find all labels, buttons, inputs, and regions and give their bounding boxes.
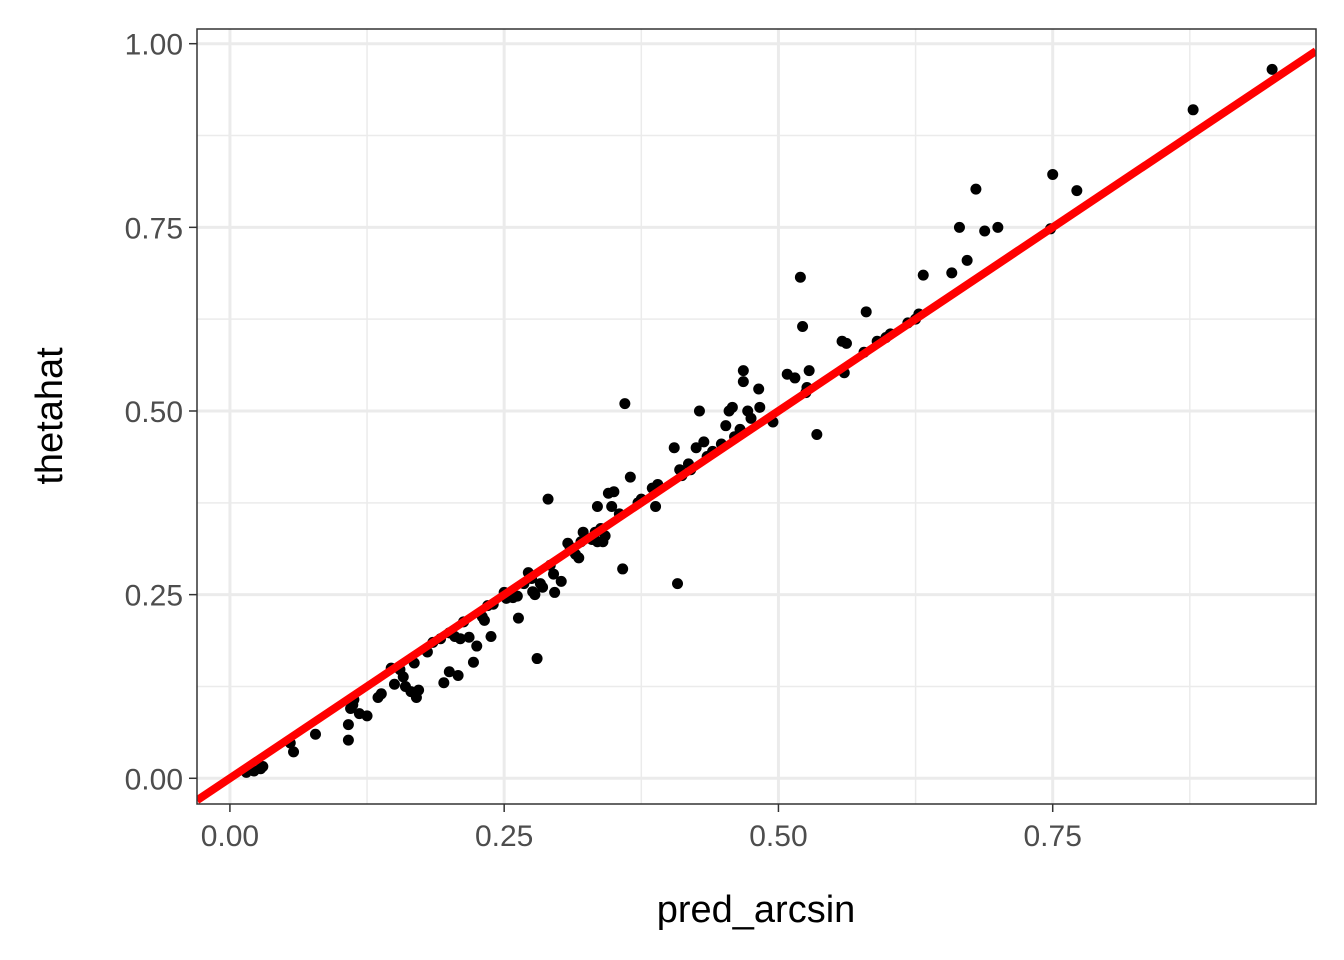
- data-point: [577, 526, 589, 538]
- y-tick-label: 0.00: [125, 763, 183, 796]
- data-point: [840, 337, 852, 349]
- data-point: [1266, 63, 1278, 75]
- data-point: [573, 552, 585, 564]
- data-point: [753, 383, 765, 395]
- data-point: [309, 728, 321, 740]
- data-point: [789, 372, 801, 384]
- data-point: [803, 365, 815, 377]
- x-tick-label: 0.00: [201, 820, 259, 853]
- data-point: [650, 500, 662, 512]
- panel-border: [196, 28, 1317, 805]
- data-point: [467, 656, 479, 668]
- data-point: [342, 719, 354, 731]
- data-point: [672, 578, 684, 590]
- data-point: [619, 398, 631, 410]
- x-tick-label: 0.25: [475, 820, 533, 853]
- data-point: [754, 401, 766, 413]
- data-point: [1187, 104, 1199, 116]
- data-point: [452, 669, 464, 681]
- data-point: [946, 267, 958, 279]
- data-point: [549, 586, 561, 598]
- data-point: [471, 640, 483, 652]
- data-point: [992, 221, 1004, 233]
- data-point: [485, 631, 497, 643]
- data-point: [529, 589, 541, 601]
- data-point: [979, 225, 991, 237]
- data-point: [342, 734, 354, 746]
- data-point: [555, 575, 567, 587]
- x-tick-label: 0.75: [1024, 820, 1082, 853]
- data-point: [860, 306, 872, 318]
- data-point: [591, 500, 603, 512]
- data-point: [375, 688, 387, 700]
- data-point: [953, 221, 965, 233]
- data-point: [478, 614, 490, 626]
- data-point: [454, 633, 466, 645]
- minor-grid: [197, 29, 1316, 804]
- y-tick-label: 0.75: [125, 212, 183, 245]
- data-point: [617, 563, 629, 575]
- x-axis-title: pred_arcsin: [657, 889, 856, 931]
- data-point: [668, 442, 680, 454]
- data-point: [794, 271, 806, 283]
- data-point: [917, 269, 929, 281]
- data-point: [288, 746, 300, 758]
- x-tick-label: 0.50: [749, 820, 807, 853]
- data-point: [726, 401, 738, 413]
- data-point: [463, 631, 475, 643]
- data-point: [397, 671, 409, 683]
- data-point: [537, 581, 549, 593]
- data-point: [388, 678, 400, 690]
- data-point: [811, 428, 823, 440]
- data-point: [542, 493, 554, 505]
- data-point: [512, 612, 524, 624]
- data-point: [745, 412, 757, 424]
- y-axis-ticks: 0.00 0.25 0.50 0.75 1.00: [125, 29, 197, 796]
- data-point: [443, 666, 455, 678]
- y-tick-label: 0.50: [125, 396, 183, 429]
- y-axis-title: thetahat: [29, 347, 71, 485]
- data-point: [698, 436, 710, 448]
- data-point: [1047, 168, 1059, 180]
- data-point: [606, 500, 618, 512]
- data-point: [531, 653, 543, 665]
- data-point: [413, 684, 425, 696]
- data-point: [961, 254, 973, 266]
- y-tick-label: 0.25: [125, 580, 183, 613]
- y-tick-label: 1.00: [125, 29, 183, 62]
- data-point: [737, 376, 749, 388]
- data-point: [797, 321, 809, 333]
- data-point: [608, 486, 620, 498]
- data-point: [511, 590, 523, 602]
- data-point: [548, 568, 560, 580]
- data-point: [257, 761, 269, 773]
- data-point: [720, 420, 732, 432]
- data-point: [737, 365, 749, 377]
- data-point: [361, 710, 373, 722]
- data-point: [970, 183, 982, 195]
- reference-line: [197, 47, 1316, 804]
- data-point: [690, 442, 702, 454]
- x-axis-ticks: 0.00 0.25 0.50 0.75: [201, 804, 1082, 853]
- data-point: [1071, 185, 1083, 197]
- data-point: [693, 405, 705, 417]
- data-point: [624, 471, 636, 483]
- data-point: [438, 677, 450, 689]
